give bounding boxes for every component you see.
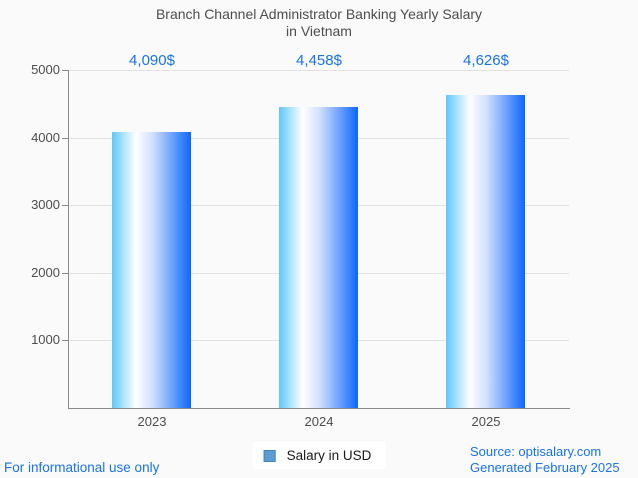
- ytick-mark-5000: [62, 70, 68, 71]
- x-axis-line: [68, 408, 570, 409]
- ytick-mark-2000: [62, 273, 68, 274]
- source-link[interactable]: Source: optisalary.com: [470, 444, 602, 459]
- bar-2025: [446, 95, 525, 408]
- source-block: Source: optisalary.com Generated Februar…: [470, 444, 620, 476]
- value-label-2025: 4,626$: [463, 52, 509, 69]
- legend-swatch-icon: [263, 449, 276, 462]
- xtick-label-2024: 2024: [304, 414, 334, 429]
- value-label-2024: 4,458$: [296, 52, 342, 69]
- xtick-label-2025: 2025: [471, 414, 501, 429]
- ytick-label-1000: 1000: [31, 332, 60, 347]
- legend: Salary in USD: [252, 442, 386, 469]
- bar-2024: [279, 107, 358, 408]
- y-axis-line: [68, 70, 69, 409]
- ytick-label-3000: 3000: [31, 197, 60, 212]
- ytick-label-2000: 2000: [31, 265, 60, 280]
- chart-title: Branch Channel Administrator Banking Yea…: [0, 6, 638, 40]
- generated-text: Generated February 2025: [470, 460, 620, 475]
- bar-2023: [112, 132, 191, 408]
- ytick-label-4000: 4000: [31, 130, 60, 145]
- ytick-mark-3000: [62, 205, 68, 206]
- disclaimer-text: For informational use only: [4, 460, 160, 475]
- gridline-5000: [68, 70, 569, 71]
- legend-label: Salary in USD: [286, 448, 372, 463]
- chart-title-line1: Branch Channel Administrator Banking Yea…: [155, 6, 483, 22]
- xtick-label-2023: 2023: [137, 414, 167, 429]
- value-label-2023: 4,090$: [129, 52, 175, 69]
- chart-title-line2: in Vietnam: [286, 23, 352, 39]
- ytick-mark-1000: [62, 340, 68, 341]
- ytick-label-5000: 5000: [31, 62, 60, 77]
- ytick-mark-4000: [62, 138, 68, 139]
